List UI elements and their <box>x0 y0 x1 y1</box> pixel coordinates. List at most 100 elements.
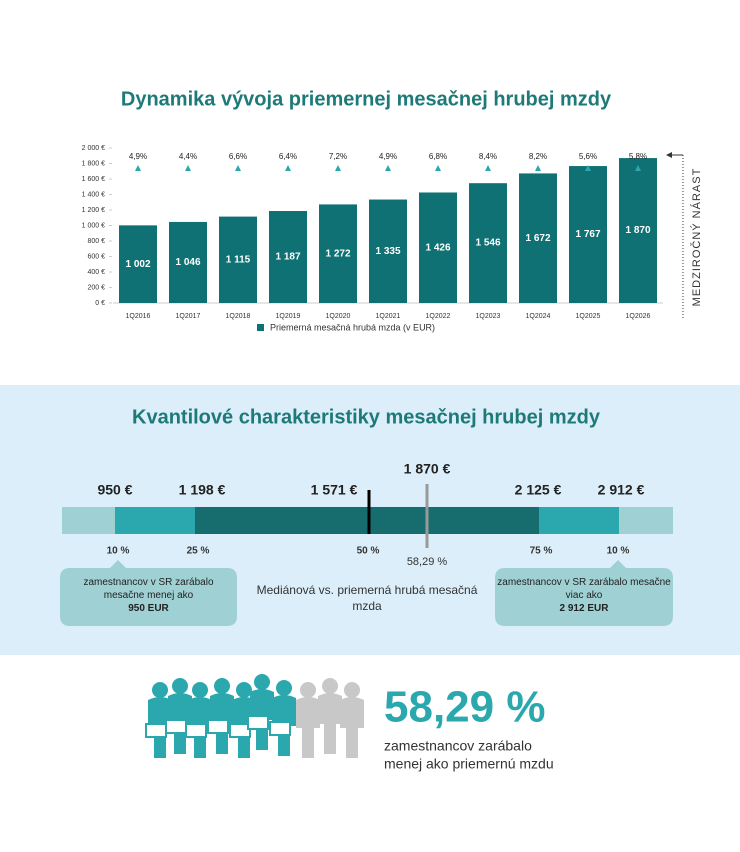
people-icons <box>145 674 364 758</box>
growth-axis-label: MEDZIROČNÝ NÁRAST <box>690 168 703 307</box>
person-head <box>254 674 270 690</box>
person-body <box>318 693 342 754</box>
y-tick-label: 1 600 € <box>82 176 105 183</box>
person-head <box>276 680 292 696</box>
center-text: Mediánová vs. priemerná hrubá mesačná mz… <box>256 583 478 613</box>
section-title: Kvantilové charakteristiky mesačnej hrub… <box>132 406 601 428</box>
value-label: 1 115 <box>226 254 251 265</box>
y-tick-label: 1 400 € <box>82 191 105 198</box>
growth-marker <box>135 165 141 171</box>
quantile-percent: 50 % <box>357 546 380 557</box>
growth-label: 6,4% <box>279 152 297 161</box>
y-tick-label: 1 800 € <box>82 160 105 167</box>
callout-amount: 950 EUR <box>128 603 169 614</box>
x-tick-label: 1Q2021 <box>376 313 401 320</box>
legend-swatch <box>257 324 264 331</box>
x-tick-label: 1Q2019 <box>276 313 301 320</box>
callout-text: zamestnancov v SR zarábalo mesačne menej… <box>83 577 214 601</box>
bar <box>519 173 557 303</box>
growth-label: 6,6% <box>229 152 247 161</box>
bar <box>619 158 657 303</box>
x-tick-label: 1Q2023 <box>476 313 501 320</box>
summary-text: menej ako priemernú mzdu <box>384 756 554 772</box>
bar <box>119 225 157 303</box>
segment <box>619 507 673 534</box>
quantile-percent: 25 % <box>187 546 210 557</box>
growth-label: 4,4% <box>179 152 197 161</box>
callout-text: zamestnancov v SR zarábalo mesačne viac … <box>497 577 671 601</box>
y-tick-label: 0 € <box>95 300 105 307</box>
growth-label: 8,4% <box>479 152 497 161</box>
growth-marker <box>535 165 541 171</box>
person-laptop <box>185 723 207 738</box>
x-tick-label: 1Q2025 <box>576 313 601 320</box>
growth-marker <box>385 165 391 171</box>
person-laptop <box>207 719 229 734</box>
growth-label: 4,9% <box>129 152 147 161</box>
callout-box <box>60 560 237 626</box>
y-tick-label: 400 € <box>87 269 105 276</box>
growth-marker <box>435 165 441 171</box>
person-head <box>192 682 208 698</box>
legend-label: Priemerná mesačná hrubá mzda (v EUR) <box>270 322 435 332</box>
person-head <box>152 682 168 698</box>
callout-amount: 2 912 EUR <box>559 603 609 614</box>
value-label: 1 672 <box>525 233 550 244</box>
person-body <box>296 697 320 758</box>
growth-label: 8,2% <box>529 152 547 161</box>
growth-marker <box>285 165 291 171</box>
x-tick-label: 1Q2026 <box>626 313 651 320</box>
bar <box>419 192 457 303</box>
person-head <box>322 678 338 694</box>
person-head <box>236 682 252 698</box>
x-tick-label: 1Q2017 <box>176 313 201 320</box>
y-tick-label: 1 000 € <box>82 222 105 229</box>
y-tick-label: 2 000 € <box>82 145 105 152</box>
person-head <box>344 682 360 698</box>
y-tick-label: 1 200 € <box>82 207 105 214</box>
person-head <box>300 682 316 698</box>
callout: zamestnancov v SR zarábalo mesačne menej… <box>83 577 214 614</box>
x-tick-label: 1Q2022 <box>426 313 451 320</box>
quantile-amount: 2 912 € <box>598 482 645 498</box>
segment <box>195 507 539 534</box>
growth-marker <box>235 165 241 171</box>
segment <box>115 507 195 534</box>
growth-label: 6,8% <box>429 152 447 161</box>
quantile-percent: 10 % <box>107 546 130 557</box>
summary-value: 58,29 % <box>384 683 545 732</box>
growth-marker <box>335 165 341 171</box>
growth-marker <box>185 165 191 171</box>
growth-label: 4,9% <box>379 152 397 161</box>
y-tick-label: 800 € <box>87 238 105 245</box>
bar <box>269 211 307 303</box>
growth-label: 5,8% <box>629 152 647 161</box>
x-tick-label: 1Q2018 <box>226 313 251 320</box>
y-tick-label: 200 € <box>87 284 105 291</box>
value-label: 1 046 <box>175 257 200 268</box>
person-laptop <box>229 723 251 738</box>
quantile-percent: 10 % <box>607 546 630 557</box>
value-label: 1 870 <box>625 225 650 236</box>
x-tick-label: 1Q2016 <box>126 313 151 320</box>
bar-chart: 0 € 200 € 400 € 600 € 800 € 1 000 € 1 200 € 1 4… <box>82 145 663 320</box>
bar <box>469 183 507 303</box>
person-laptop <box>269 721 291 736</box>
person-laptop <box>247 715 269 730</box>
value-label: 1 426 <box>425 242 450 253</box>
person-head <box>214 678 230 694</box>
quantile-amount: 2 125 € <box>515 482 562 498</box>
value-label: 1 002 <box>125 259 150 270</box>
callout-box <box>495 560 673 626</box>
quantile-amount: 1 198 € <box>179 482 226 498</box>
person-laptop <box>165 719 187 734</box>
x-tick-label: 1Q2020 <box>326 313 351 320</box>
value-label: 1 272 <box>325 248 350 259</box>
bar <box>319 204 357 303</box>
quantile-amount: 950 € <box>97 482 132 498</box>
mean-amount: 1 870 € <box>404 461 451 477</box>
bar <box>219 216 257 303</box>
center-note: Mediánová vs. priemerná hrubá mesačná mz… <box>256 583 478 613</box>
callout: zamestnancov v SR zarábalo mesačne viac … <box>497 577 671 614</box>
